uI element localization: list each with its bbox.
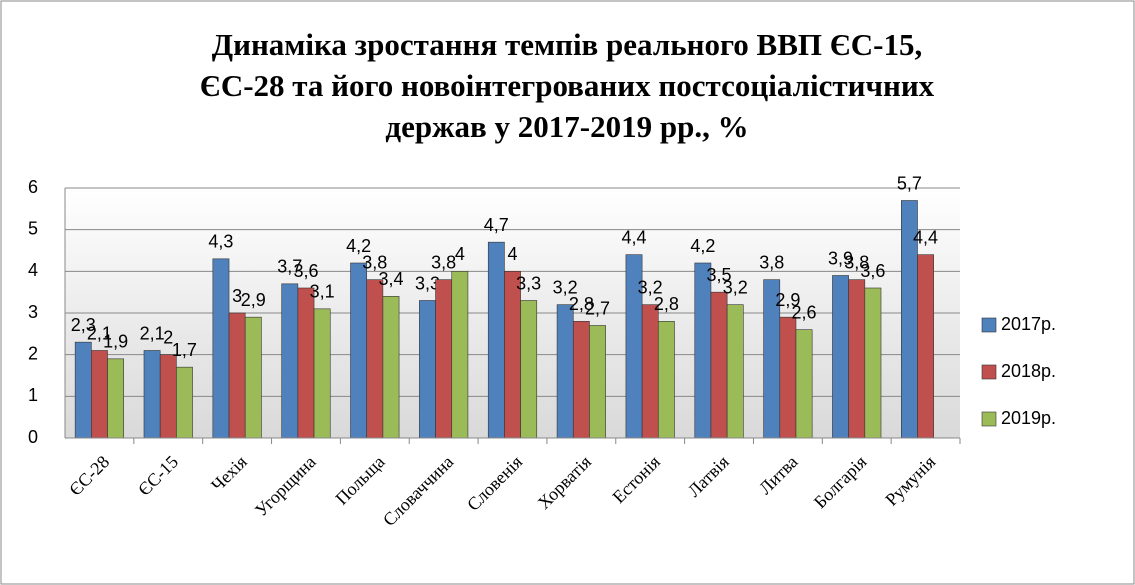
- value-label: 3,3: [516, 273, 541, 293]
- bar: [74, 341, 92, 439]
- bar: [451, 271, 469, 439]
- chart-title: Динаміка зростання темпів реального ВВП …: [212, 27, 922, 62]
- value-label: 3,2: [723, 277, 748, 297]
- value-label: 2,7: [585, 298, 610, 318]
- value-label: 4,2: [346, 236, 371, 256]
- bar: [779, 316, 797, 439]
- y-tick-label: 2: [28, 343, 38, 363]
- legend-swatch: [981, 411, 997, 427]
- y-tick-label: 0: [28, 427, 38, 447]
- bar: [572, 321, 590, 439]
- bar: [589, 325, 606, 439]
- value-label: 4,3: [208, 232, 233, 252]
- value-label: 3,1: [310, 282, 335, 302]
- bar: [848, 279, 866, 439]
- bar: [694, 262, 712, 439]
- bar: [350, 262, 368, 439]
- y-tick-label: 5: [28, 218, 38, 238]
- bar: [435, 279, 453, 439]
- y-tick-label: 4: [28, 260, 38, 280]
- legend-label: 2017р.: [1001, 314, 1056, 334]
- bar: [726, 304, 744, 439]
- value-label: 3,7: [277, 257, 302, 277]
- value-label: 3,8: [759, 252, 784, 272]
- bar: [641, 304, 659, 439]
- y-tick-label: 3: [28, 302, 38, 322]
- chart-title: ЄС-28 та його новоінтегрованих постсоціа…: [200, 68, 935, 103]
- bar: [795, 329, 813, 439]
- value-label: 1,9: [103, 332, 128, 352]
- legend-swatch: [981, 317, 997, 333]
- value-label: 2,8: [654, 294, 679, 314]
- bar: [313, 308, 331, 439]
- value-label: 3,8: [431, 252, 456, 272]
- value-label: 3,4: [378, 269, 403, 289]
- bar: [504, 271, 521, 439]
- value-label: 3,9: [828, 248, 853, 268]
- value-label: 5,7: [897, 173, 922, 193]
- bar: [159, 354, 177, 439]
- value-label: 3,2: [553, 277, 578, 297]
- value-label: 2,8: [569, 294, 594, 314]
- legend-swatch: [981, 364, 997, 380]
- bar: [710, 291, 728, 439]
- value-label: 2,3: [71, 315, 96, 335]
- legend-label: 2018р.: [1001, 361, 1056, 381]
- value-label: 3,6: [860, 261, 885, 281]
- value-label: 4: [455, 244, 465, 264]
- bar: [297, 287, 315, 439]
- legend-label: 2019р.: [1001, 408, 1056, 428]
- value-label: 2,9: [775, 290, 800, 310]
- value-label: 2,9: [241, 290, 266, 310]
- bar: [176, 366, 193, 439]
- value-label: 3: [232, 286, 242, 306]
- value-label: 3,8: [844, 252, 869, 272]
- bar: [556, 304, 574, 439]
- value-label: 4,2: [690, 236, 715, 256]
- value-label: 3,6: [293, 261, 318, 281]
- value-label: 3,5: [707, 265, 732, 285]
- value-label: 2,6: [792, 302, 817, 322]
- bar: [832, 275, 849, 439]
- value-label: 4: [507, 244, 517, 264]
- bar: [107, 358, 124, 439]
- bar: [864, 287, 882, 439]
- bar: [212, 258, 230, 439]
- value-label: 3,8: [362, 252, 387, 272]
- bar: [91, 350, 108, 439]
- bar: [917, 254, 934, 439]
- value-label: 3,3: [415, 273, 440, 293]
- value-label: 1,7: [172, 340, 197, 360]
- bar: [657, 321, 675, 439]
- bar: [228, 312, 246, 439]
- bar: [366, 279, 384, 439]
- value-label: 4,4: [621, 227, 646, 247]
- bar: [419, 300, 436, 439]
- y-tick-label: 6: [28, 177, 38, 197]
- bar: [244, 316, 262, 439]
- y-tick-label: 1: [28, 385, 38, 405]
- bar: [382, 296, 400, 439]
- value-label: 2,1: [140, 323, 165, 343]
- value-label: 3,2: [638, 277, 663, 297]
- chart-title: держав у 2017-2019 рр., %: [385, 109, 748, 144]
- value-label: 4,7: [484, 215, 509, 235]
- bar: [281, 283, 299, 439]
- bar: [143, 350, 161, 439]
- value-label: 2: [163, 327, 173, 347]
- value-label: 2,1: [87, 323, 112, 343]
- value-label: 4,4: [913, 227, 938, 247]
- bar: [487, 241, 505, 439]
- bar: [520, 300, 538, 439]
